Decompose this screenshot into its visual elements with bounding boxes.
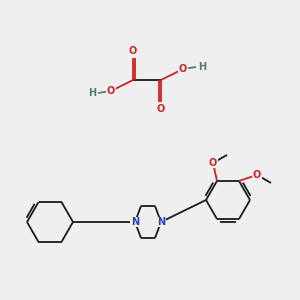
Text: O: O	[209, 158, 217, 168]
Text: O: O	[179, 64, 187, 74]
Text: O: O	[129, 46, 137, 56]
Text: N: N	[131, 217, 139, 227]
Text: H: H	[198, 62, 206, 72]
Text: O: O	[157, 104, 165, 114]
Text: O: O	[107, 86, 115, 96]
Text: O: O	[253, 170, 261, 180]
Text: N: N	[157, 217, 165, 227]
Text: H: H	[88, 88, 96, 98]
